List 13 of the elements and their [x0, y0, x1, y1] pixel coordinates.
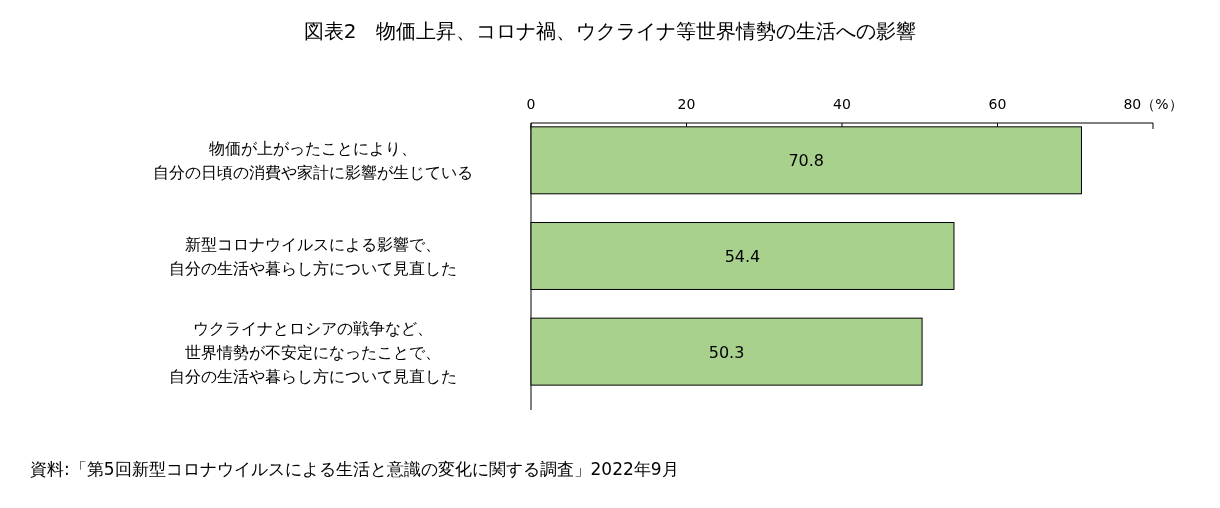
y-tick-label: 物価が上がったことにより、自分の日頃の消費や家計に影響が生じている — [153, 139, 473, 183]
text: 資料:「第5回新型コロナウイルスによる生活と意識の変化に関する調査」2022年9月 — [30, 459, 679, 479]
data-label: 70.8 — [788, 151, 825, 171]
data-label: 54.4 — [724, 246, 761, 266]
chart-title: 図表2 物価上昇、コロナ禍、ウクライナ等世界情勢の生活への影響 — [303, 19, 917, 43]
data-label: 50.3 — [708, 342, 745, 362]
x-tick-label: 0 — [526, 96, 536, 112]
x-tick-label: 40 — [833, 96, 851, 112]
x-tick-label: 20 — [677, 96, 696, 112]
x-tick-label: 80（%） — [1123, 96, 1183, 112]
y-tick-label: ウクライナとロシアの戦争など、世界情勢が不安定になったことで、自分の生活や暮らし方について見直した — [169, 318, 457, 386]
x-tick-label: 60 — [988, 96, 1007, 112]
y-tick-label: 新型コロナウイルスによる影響で、自分の生活や暮らし方について見直した — [169, 234, 457, 278]
